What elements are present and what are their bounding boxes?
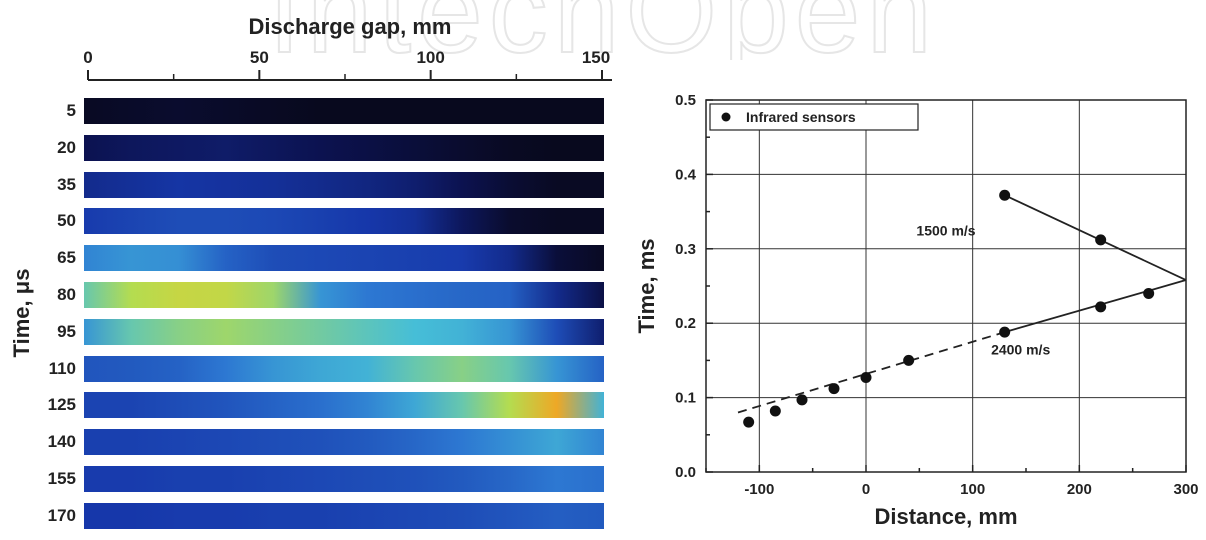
discharge-image-strip [84,392,604,419]
y-tick-label: 0.1 [675,390,696,407]
discharge-image-strip [84,355,604,382]
discharge-image-strip [84,245,604,272]
strip-time-label: 170 [47,505,76,525]
y-tick-label: 0.0 [675,464,696,481]
data-point [1095,234,1107,246]
x-tick-label: -100 [744,481,774,498]
left-x-axis-label: Discharge gap, mm [248,14,452,39]
left-tick-label: 50 [249,48,269,67]
strip-time-label: 125 [47,395,76,415]
discharge-image-strip [84,466,604,492]
discharge-image-strip [84,318,604,345]
strip-time-label: 5 [66,101,76,120]
fit-line-dashed [737,331,1005,414]
fit-line-solid [1004,194,1187,281]
strip-time-label: 95 [57,321,76,341]
annotation-label: 2400 m/s [991,341,1050,357]
legend-box [709,103,919,131]
discharge-image-strip [84,134,604,161]
x-tick-label: 0 [862,481,870,498]
strip-time-label: 80 [57,285,76,304]
left-tick-label: 0 [83,48,93,67]
y-tick-label: 0.2 [675,315,696,332]
data-point [743,416,755,428]
strip-time-label: 155 [47,469,76,488]
data-point [1095,301,1107,313]
y-tick-label: 0.5 [675,92,696,109]
discharge-image-strip [84,208,604,235]
left-y-axis-label: Time, μs [9,268,34,358]
data-point [903,354,915,366]
discharge-image-strip [84,502,604,529]
x-tick-label: 300 [1173,481,1198,498]
left-tick-label: 150 [581,48,611,67]
discharge-image-strip [84,98,604,124]
watermark-text: IntechOpen [268,0,938,60]
data-point [828,383,840,395]
data-point [860,372,872,384]
strip-time-label: 110 [48,358,76,378]
discharge-image-strip [84,171,604,198]
legend-label: Infrared sensors [746,109,856,125]
strip-time-label: 50 [57,211,76,231]
data-point [999,326,1011,338]
y-tick-label: 0.3 [675,241,696,258]
watermark-logo: IntechOpen [267,0,938,60]
strip-time-label: 20 [57,137,76,157]
chart-svg: -100 0 100 200 300 0.0 0.1 0.2 0.3 0.4 0.5 Distance… [634,92,1199,529]
discharge-image-strip [84,429,604,456]
x-tick-label: 200 [1067,481,1092,498]
left-tick-label: 100 [416,48,445,67]
discharge-image-strip [84,282,604,308]
strip-time-label: 35 [57,174,76,194]
y-tick-label: 0.4 [675,166,697,183]
discharge-image-panel: Discharge gap, mm Time, μs 5 20 35 50 65 80 95… [9,14,612,529]
distance-time-chart: -100 0 100 200 300 0.0 0.1 0.2 0.3 0.4 0.5 Distance… [630,80,1206,535]
data-point [1143,287,1155,299]
legend-marker [721,112,731,122]
watermark: IntechOpen [0,0,1206,60]
strip-time-label: 65 [57,248,76,268]
plot-frame [705,99,1187,473]
data-point [796,394,808,406]
data-point [769,405,781,417]
strip-time-label: 140 [47,432,76,452]
annotation-label: 1500 m/s [916,222,975,238]
x-tick-label: 100 [960,481,985,498]
x-axis-label: Distance, mm [874,504,1017,529]
y-axis-label: Time, ms [634,239,659,334]
left-x-axis [87,70,612,81]
data-point [999,189,1011,201]
